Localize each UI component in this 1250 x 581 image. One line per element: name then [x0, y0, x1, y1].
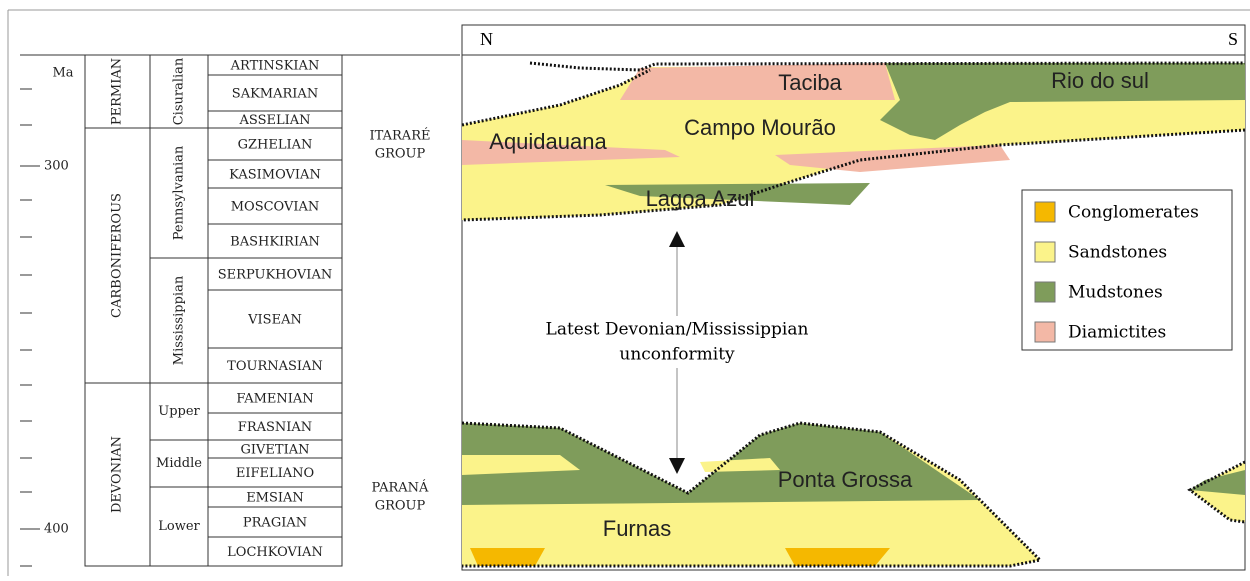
- epoch-label: Middle: [156, 456, 202, 471]
- epoch-label: Lower: [158, 519, 200, 534]
- arrow-head: [669, 458, 685, 474]
- legend-swatch: [1035, 282, 1055, 302]
- legend-label: Diamictites: [1068, 323, 1166, 343]
- stage-label: ASSELIAN: [239, 113, 311, 128]
- formation-label: Rio do sul: [1051, 68, 1149, 93]
- formation-label: Taciba: [778, 70, 842, 95]
- ma-unit: Ma: [52, 66, 73, 81]
- conglomerate-body: [470, 548, 545, 566]
- chronostratigraphic-table: ARTINSKIAN SAKMARIAN ASSELIAN GZHELIAN KASIM…: [85, 55, 342, 566]
- stage-label: BASHKIRIAN: [230, 235, 320, 250]
- stage-label: MOSCOVIAN: [231, 200, 320, 215]
- legend-label: Mudstones: [1068, 283, 1163, 303]
- period-label: PERMIAN: [110, 58, 125, 125]
- diamictite-body: [620, 63, 895, 100]
- stage-label: PRAGIAN: [243, 516, 307, 531]
- legend-swatch: [1035, 322, 1055, 342]
- legend-swatch: [1035, 242, 1055, 262]
- stage-label: GZHELIAN: [238, 138, 313, 153]
- stage-label: EMSIAN: [246, 491, 304, 506]
- group-label: PARANÁ: [372, 480, 429, 496]
- stage-label: GIVETIAN: [241, 443, 310, 458]
- north-label: N: [480, 29, 493, 49]
- stage-label: VISEAN: [247, 313, 302, 328]
- stage-label: LOCHKOVIAN: [227, 545, 323, 560]
- formation-label: Aquidauana: [489, 129, 607, 154]
- ma-tick-label: 300: [44, 159, 69, 174]
- stage-label: SAKMARIAN: [232, 87, 318, 102]
- formation-label: Lagoa Azul: [646, 186, 755, 211]
- south-label: S: [1228, 29, 1238, 49]
- epoch-label: Mississippian: [172, 275, 187, 365]
- stage-label: FRASNIAN: [238, 420, 312, 435]
- arrow-head: [669, 231, 685, 247]
- stratigraphic-figure: N S Ma 300 400 ARTINSKIAN SAKMARIAN ASSELI…: [0, 0, 1250, 576]
- ma-tick-label: 400: [44, 522, 69, 537]
- stage-label: TOURNASIAN: [227, 359, 323, 374]
- stage-label: EIFELIANO: [236, 466, 314, 481]
- period-label: DEVONIAN: [110, 436, 125, 513]
- annotation: unconformity: [619, 345, 735, 365]
- group-label: ITARARÉ: [370, 128, 431, 144]
- stage-label: SERPUKHOVIAN: [218, 268, 332, 283]
- conglomerate-body: [785, 548, 890, 566]
- annotation: Latest Devonian/Mississippian: [546, 320, 809, 340]
- legend-label: Sandstones: [1068, 243, 1167, 263]
- formation-label: Campo Mourão: [684, 115, 836, 140]
- stage-label: ARTINSKIAN: [230, 59, 320, 74]
- legend-swatch: [1035, 202, 1055, 222]
- epoch-label: Upper: [158, 404, 200, 419]
- epoch-label: Pennsylvanian: [172, 145, 187, 240]
- period-label: CARBONIFEROUS: [110, 193, 125, 318]
- stage-label: KASIMOVIAN: [229, 168, 321, 183]
- group-label: GROUP: [375, 147, 426, 162]
- formation-label: Furnas: [603, 516, 671, 541]
- ma-ticks: [20, 89, 40, 566]
- epoch-label: Cisuralian: [172, 57, 187, 125]
- legend-label: Conglomerates: [1068, 203, 1199, 223]
- sandstone-body: [700, 458, 780, 472]
- stage-label: FAMENIAN: [236, 392, 313, 407]
- group-label: GROUP: [375, 499, 426, 514]
- formation-label: Ponta Grossa: [778, 467, 913, 492]
